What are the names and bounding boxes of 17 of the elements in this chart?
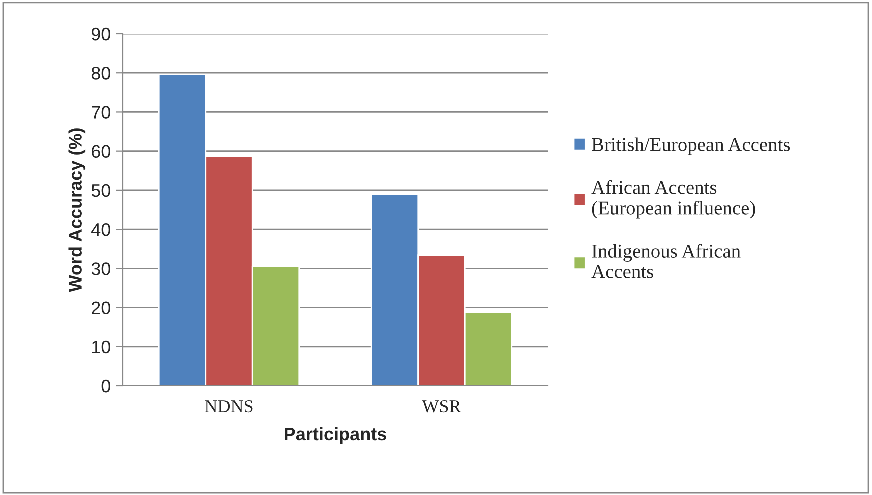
x-axis-title: Participants [285,427,386,444]
y-axis-title: Word Accuracy (%) [68,128,86,292]
legend-label: Indigenous African Accents [592,244,741,278]
legend-label: British/European Accents [592,138,790,156]
y-tick-label: 40 [92,223,110,236]
legend-label: African Accents (European influence) [592,180,756,219]
y-tick-label: 90 [92,28,110,41]
y-tick-label: 50 [92,184,110,198]
y-tick-label: 10 [92,340,110,354]
x-tick-label: NDNS [205,400,253,413]
x-tick-label: WSR [422,400,462,413]
y-tick-label: 70 [92,106,110,119]
y-tick-label: 80 [92,67,110,80]
y-tick-label: 20 [92,302,110,314]
y-tick-label: 30 [92,262,110,276]
y-tick-label: 60 [92,145,110,158]
y-tick-label: 0 [102,380,110,393]
